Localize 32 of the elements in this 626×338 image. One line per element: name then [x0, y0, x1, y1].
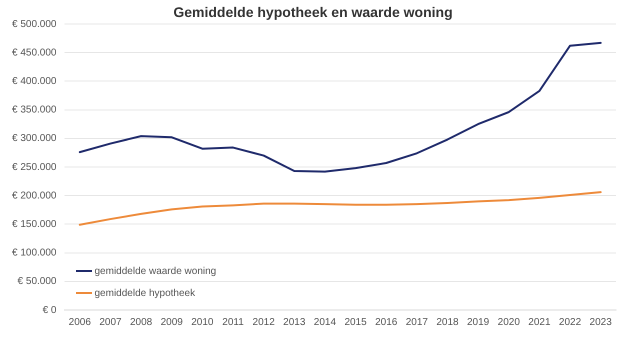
x-tick-label: 2012 [252, 316, 276, 328]
x-tick-label: 2013 [283, 316, 306, 328]
legend-label: gemiddelde waarde woning [94, 266, 216, 276]
x-tick-label: 2011 [222, 316, 244, 328]
y-tick-label: € 400.000 [12, 76, 57, 87]
y-tick-label: € 500.000 [12, 18, 57, 30]
chart-title: Gemiddelde hypotheek en waarde woning [172, 4, 454, 20]
x-tick-label: 2016 [375, 316, 398, 328]
y-tick-label: € 300.000 [12, 133, 57, 144]
x-tick-label: 2009 [160, 316, 184, 328]
y-tick-label: € 250.000 [12, 162, 57, 173]
x-tick-label: 2019 [466, 316, 490, 328]
x-tick-label: 2015 [344, 316, 368, 328]
y-tick-label: € 450.000 [12, 47, 57, 58]
legend-label: gemiddelde hypotheek [94, 288, 196, 298]
x-tick-label: 2021 [528, 316, 551, 328]
x-tick-label: 2008 [130, 316, 153, 328]
x-tick-label: 2017 [406, 316, 428, 328]
x-tick-label: 2023 [590, 316, 612, 328]
x-tick-label: 2018 [436, 316, 460, 328]
x-tick-label: 2010 [191, 316, 214, 328]
x-tick-label: 2014 [314, 316, 336, 328]
y-tick-label: € 100.000 [12, 248, 57, 259]
x-tick-label: 2020 [498, 316, 520, 328]
y-tick-label: € 0 [42, 304, 57, 316]
y-tick-label: € 50.000 [18, 276, 57, 288]
x-tick-label: 2022 [558, 316, 582, 328]
x-tick-label: 2007 [99, 316, 122, 328]
y-tick-label: € 200.000 [12, 190, 57, 202]
y-tick-label: € 350.000 [12, 104, 57, 116]
x-tick-label: 2006 [68, 316, 92, 328]
y-tick-label: € 150.000 [12, 218, 57, 230]
